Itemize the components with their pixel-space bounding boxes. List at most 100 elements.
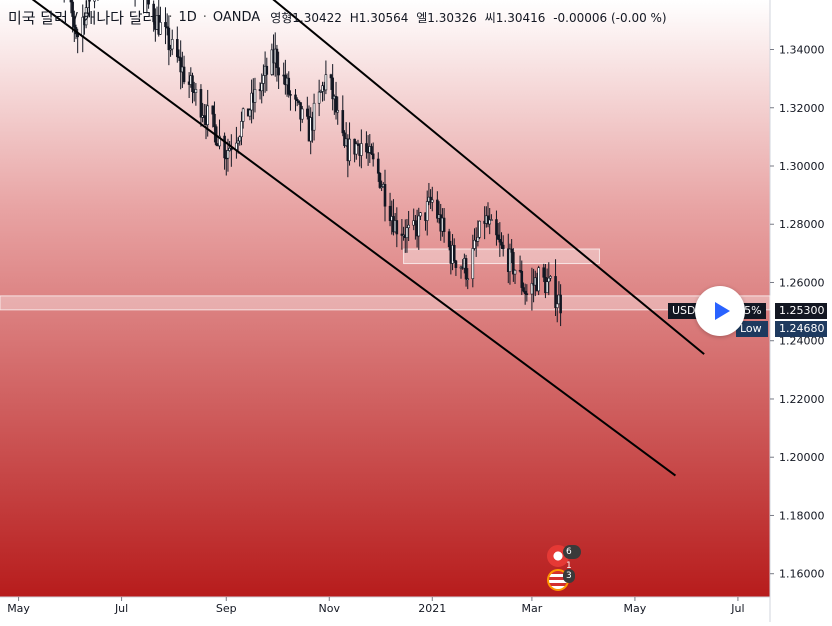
candle-body [218,135,221,147]
interval-label[interactable]: 1D [178,9,197,25]
candle-body [265,65,269,75]
candle-body [419,212,422,217]
candle-body [170,39,174,50]
last-price-label: 1.25300 [775,303,827,319]
candle-body [240,121,243,138]
candle-body [478,220,481,238]
candle-body [547,277,551,283]
candle-body [476,236,480,242]
candle-body [72,16,76,28]
candle-body [336,110,340,113]
candle-body [452,244,456,262]
candle-body [191,75,194,92]
candle-body [169,48,172,51]
candle-body [312,102,316,131]
event-badge-us[interactable]: 3 [547,569,581,593]
candle-body [500,241,503,246]
candle-body [501,244,505,250]
time-tick-label: May [7,602,30,615]
candle-body [319,91,323,93]
candle-body [213,113,216,128]
candle-body [498,238,502,243]
candle-body [488,219,491,225]
candle-body [383,184,387,207]
candle-body [518,269,522,272]
price-tick-label: 1.20000 [779,451,825,464]
candle-body [370,146,373,155]
candle-body [179,57,182,73]
candle-body [167,27,171,51]
candle-body [238,136,242,142]
candle-body [277,67,280,76]
candle-body [287,77,291,95]
candle-body [356,143,360,146]
candle-body [226,150,230,159]
header-separator: · [168,9,173,25]
play-icon [714,302,730,320]
candle-body [545,281,549,294]
time-tick-label: Nov [319,602,341,615]
candle-body [331,77,334,100]
event-count-badge: 6 1 [563,545,581,571]
candle-body [442,217,446,232]
time-axis-ticks: May Jul Sep Nov 2021 Mar May Jul [7,597,745,615]
candle-body [447,231,451,248]
candle-body [510,248,513,253]
low-label: Low [736,321,768,337]
time-tick-label: Sep [216,602,237,615]
change-value: -0.00006 (-0.00 %) [553,10,667,25]
price-tick-label: 1.34000 [779,44,825,57]
candle-body [289,94,292,96]
price-tick-label: 1.30000 [779,160,825,173]
candle-body [211,105,215,115]
price-tick-label: 1.24000 [779,335,825,348]
candle-body [295,99,299,102]
candle-body [464,258,468,280]
candle-body [223,135,226,159]
symbol-title[interactable]: 미국 달러 / 캐나다 달러 [8,8,157,27]
candle-body [407,224,410,229]
candle-body [495,219,498,236]
candle-body [236,140,240,144]
candle-body [248,109,252,117]
event-badge-canada[interactable]: 6 1 [547,545,581,571]
price-tick-label: 1.18000 [779,509,825,522]
candle-body [329,74,333,79]
trendlines-layer[interactable] [12,0,705,477]
candle-body [466,278,470,281]
candle-body [306,108,309,117]
zones-layer [0,248,771,311]
candle-body [436,199,439,219]
ohlc-values: 영형1.30422 H1.30564 엘1.30326 씨1.30416 -0.… [270,9,670,26]
candle-body [513,269,517,275]
candle-body [371,153,375,160]
candle-body [294,94,297,100]
time-axis-area[interactable] [0,597,770,622]
exchange-label: OANDA [212,9,261,25]
price-tick-label: 1.32000 [779,102,825,115]
candle-body [512,252,515,275]
candle-body [354,143,358,155]
candle-body [69,0,73,3]
candle-body [71,1,74,17]
candle-body [537,267,540,292]
header-separator: · [202,9,207,25]
candle-body [395,220,399,235]
candle-body [241,108,245,122]
candle-body [508,248,512,272]
price-tick-label: 1.22000 [779,393,825,406]
time-tick-label: Mar [522,602,543,615]
candle-body [164,22,167,28]
play-button[interactable] [695,286,745,336]
low-price-label: 1.24680 [775,321,827,337]
plot-area[interactable] [0,0,770,597]
candle-body [334,95,338,113]
chart-header[interactable]: 미국 달러 / 캐나다 달러 · 1D · OANDA 영형1.30422 H1… [8,6,671,28]
candle-body [376,158,380,174]
candle-body [405,227,409,238]
event-count-badge: 3 [563,569,575,583]
candle-body [555,303,559,308]
candles-layer [63,0,562,327]
